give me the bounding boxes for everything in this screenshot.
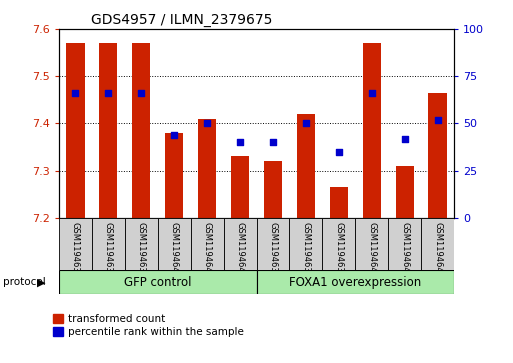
Text: GDS4957 / ILMN_2379675: GDS4957 / ILMN_2379675: [91, 13, 272, 26]
Bar: [191, 218, 224, 270]
Text: GSM1194640: GSM1194640: [367, 222, 376, 278]
Bar: [231, 156, 249, 218]
Bar: [289, 218, 322, 270]
Bar: [125, 218, 158, 270]
Bar: [158, 218, 191, 270]
Bar: [363, 43, 381, 218]
Bar: [428, 93, 447, 218]
Text: GSM1194641: GSM1194641: [170, 222, 179, 278]
Text: GSM1194635: GSM1194635: [71, 222, 80, 278]
Bar: [355, 218, 388, 270]
Bar: [330, 187, 348, 218]
Bar: [66, 43, 85, 218]
Point: [269, 139, 277, 145]
Text: GSM1194643: GSM1194643: [235, 222, 245, 278]
Bar: [297, 114, 315, 218]
Bar: [396, 166, 413, 218]
Bar: [198, 119, 216, 218]
Point: [170, 132, 179, 138]
Bar: [421, 218, 454, 270]
Text: GSM1194634: GSM1194634: [268, 222, 278, 278]
Point: [137, 90, 145, 96]
Bar: [165, 133, 183, 218]
Bar: [322, 218, 355, 270]
Text: GFP control: GFP control: [124, 276, 191, 289]
Legend: transformed count, percentile rank within the sample: transformed count, percentile rank withi…: [51, 312, 246, 339]
Point: [334, 149, 343, 155]
Point: [203, 121, 211, 126]
Point: [368, 90, 376, 96]
Bar: [59, 270, 256, 294]
Bar: [92, 218, 125, 270]
Text: ▶: ▶: [36, 277, 45, 287]
Bar: [224, 218, 256, 270]
Text: GSM1194637: GSM1194637: [137, 222, 146, 278]
Point: [71, 90, 80, 96]
Text: GSM1194642: GSM1194642: [203, 222, 212, 278]
Text: GSM1194638: GSM1194638: [301, 222, 310, 278]
Text: GSM1194636: GSM1194636: [104, 222, 113, 278]
Bar: [264, 161, 282, 218]
Point: [433, 117, 442, 123]
Bar: [132, 43, 150, 218]
Point: [401, 136, 409, 142]
Point: [104, 90, 112, 96]
Text: GSM1194645: GSM1194645: [433, 222, 442, 278]
Bar: [100, 43, 117, 218]
Text: FOXA1 overexpression: FOXA1 overexpression: [289, 276, 421, 289]
Bar: [256, 270, 454, 294]
Bar: [256, 218, 289, 270]
Bar: [388, 218, 421, 270]
Point: [236, 139, 244, 145]
Text: GSM1194644: GSM1194644: [400, 222, 409, 278]
Text: GSM1194639: GSM1194639: [334, 222, 343, 278]
Bar: [59, 218, 92, 270]
Text: protocol: protocol: [3, 277, 45, 287]
Point: [302, 121, 310, 126]
